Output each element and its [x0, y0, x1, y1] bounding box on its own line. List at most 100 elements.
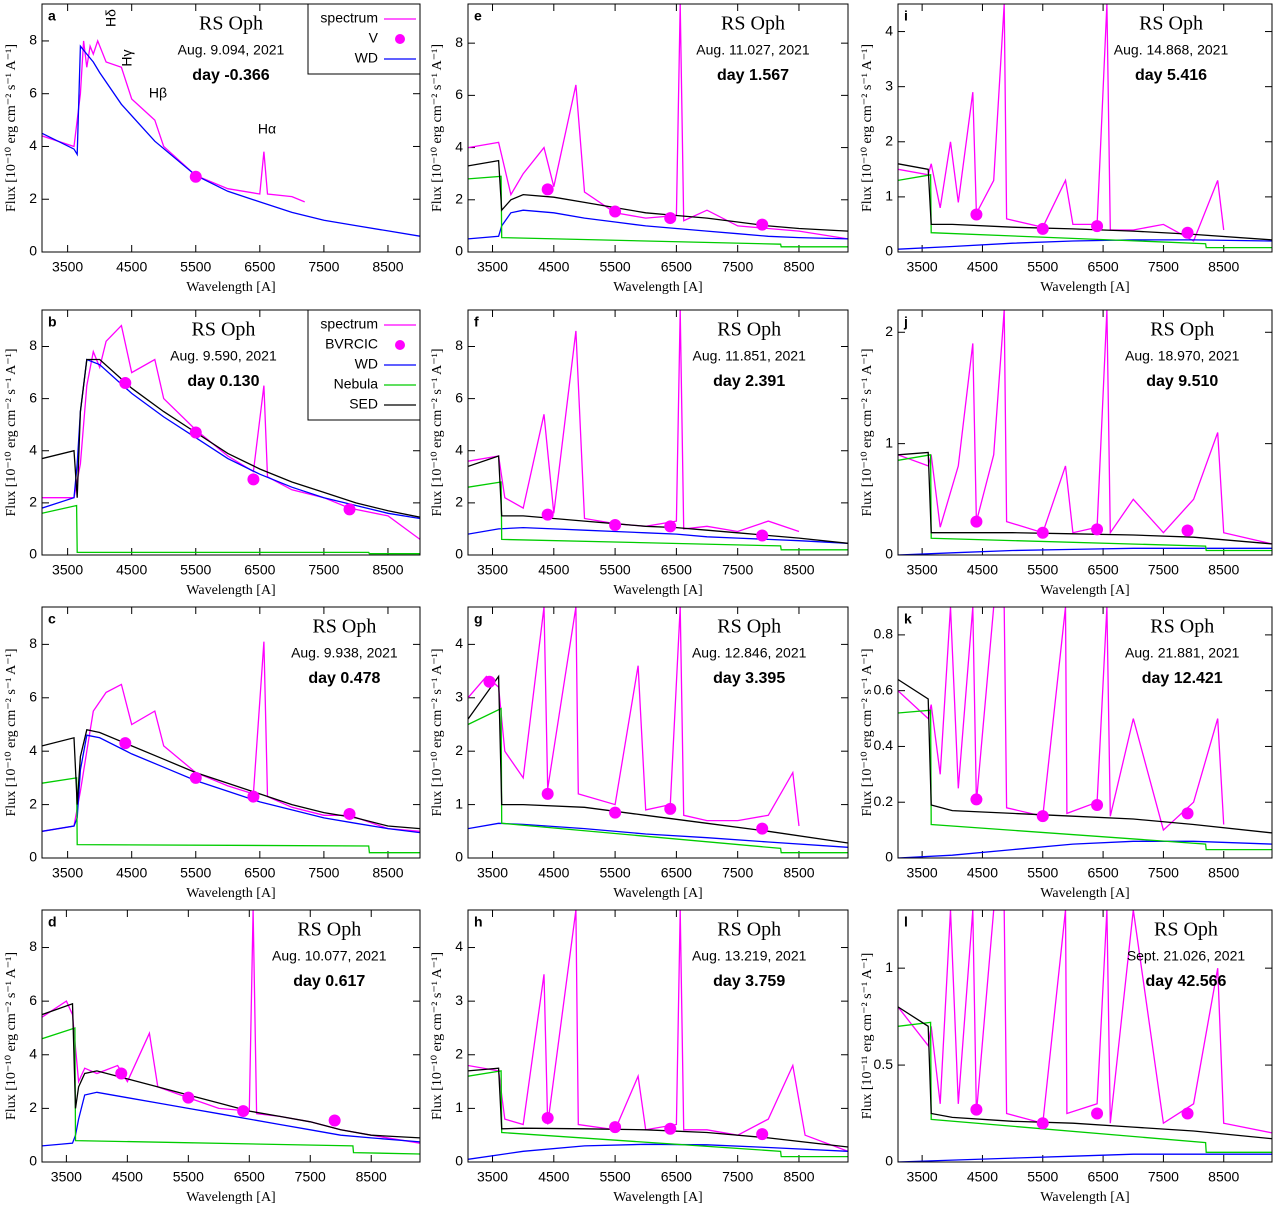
y-tick-label: 8 — [29, 337, 37, 353]
y-axis-label: Flux [10⁻¹⁰ erg cm⁻² s⁻¹ A⁻¹] — [860, 349, 875, 517]
axes-frame — [41, 309, 421, 556]
day-label: day -0.366 — [192, 67, 269, 84]
series-line — [468, 707, 848, 854]
series-line — [898, 910, 1272, 1134]
plot-area — [42, 39, 420, 237]
series-line — [898, 709, 1272, 851]
y-tick-label: 2 — [29, 190, 37, 206]
day-label: day 2.391 — [713, 373, 785, 390]
y-tick-label: 6 — [29, 688, 37, 704]
legend-label: BVRCIC — [325, 336, 378, 352]
chart-title: RS Oph — [199, 13, 263, 35]
data-point — [189, 170, 202, 183]
y-tick-label: 4 — [455, 635, 463, 651]
data-point — [1091, 799, 1104, 812]
plot-area — [898, 310, 1272, 555]
x-tick-label: 4500 — [538, 865, 569, 881]
legend-swatch — [395, 340, 405, 350]
x-axis-label: Wavelength [A] — [613, 583, 702, 598]
x-tick-label: 4500 — [116, 562, 147, 578]
data-point — [541, 787, 554, 800]
x-tick-label: 7500 — [1148, 865, 1179, 881]
y-tick-label: 2 — [29, 1099, 37, 1115]
chart-subtitle: Aug. 12.846, 2021 — [692, 645, 807, 661]
x-tick-label: 5500 — [600, 259, 631, 275]
data-point — [328, 1114, 341, 1127]
x-tick-label: 6500 — [1088, 259, 1119, 275]
x-tick-label: 6500 — [661, 259, 692, 275]
legend-label: WD — [355, 356, 378, 372]
x-tick-label: 4500 — [967, 562, 998, 578]
data-point — [541, 508, 554, 521]
day-label: day 9.510 — [1146, 373, 1218, 390]
x-tick-label: 3500 — [907, 562, 938, 578]
x-tick-label: 7500 — [308, 562, 339, 578]
panel-label: h — [474, 914, 483, 930]
y-tick-label: 2 — [455, 190, 463, 206]
data-point — [609, 806, 622, 819]
x-tick-label: 8500 — [372, 865, 403, 881]
chart-subtitle: Aug. 13.219, 2021 — [692, 948, 807, 964]
plot-area — [898, 4, 1272, 250]
y-axis-label: Flux [10⁻¹⁰ erg cm⁻² s⁻¹ A⁻¹] — [4, 44, 19, 212]
x-tick-label: 7500 — [1148, 259, 1179, 275]
data-point — [756, 529, 769, 542]
x-tick-label: 7500 — [722, 1169, 753, 1185]
data-point — [1091, 523, 1104, 536]
data-point — [1036, 222, 1049, 235]
x-axis-label: Wavelength [A] — [1040, 886, 1129, 901]
x-tick-label: 5500 — [180, 562, 211, 578]
y-tick-label: 6 — [455, 86, 463, 102]
data-point — [970, 1103, 983, 1116]
legend-label: Nebula — [334, 376, 379, 392]
x-tick-label: 7500 — [308, 259, 339, 275]
y-tick-label: 3 — [455, 992, 463, 1008]
y-tick-label: 0 — [455, 1153, 463, 1169]
y-tick-label: 2 — [455, 1045, 463, 1061]
panel: 3500 4500 5500 6500 7500 8500 0 0.5 1 l RS Oph Sept… — [860, 909, 1273, 1205]
series-line — [468, 822, 848, 848]
x-axis-label: Wavelength [A] — [186, 583, 275, 598]
axes-frame — [897, 3, 1273, 253]
line-annotation: Hδ — [103, 9, 119, 27]
y-tick-label: 2 — [29, 494, 37, 510]
x-tick-label: 8500 — [1208, 1169, 1239, 1185]
chart-subtitle: Aug. 21.881, 2021 — [1125, 645, 1240, 661]
data-point — [970, 515, 983, 528]
y-axis-label: Flux [10⁻¹¹ erg cm⁻² s⁻¹ A⁻¹] — [860, 953, 875, 1120]
x-tick-label: 4500 — [116, 259, 147, 275]
data-point — [541, 183, 554, 196]
series-line — [42, 729, 420, 830]
x-tick-label: 7500 — [722, 865, 753, 881]
series-line — [468, 310, 800, 533]
x-tick-label: 8500 — [1208, 259, 1239, 275]
x-axis-label: Wavelength [A] — [186, 280, 275, 295]
y-tick-label: 2 — [29, 795, 37, 811]
plot-area — [468, 4, 848, 248]
y-axis-label: Flux [10⁻¹⁰ erg cm⁻² s⁻¹ A⁻¹] — [4, 952, 19, 1120]
y-tick-label: 1 — [455, 795, 463, 811]
y-tick-label: 8 — [29, 938, 37, 954]
data-point — [609, 205, 622, 218]
panel: 3500 4500 5500 6500 7500 8500 0 1 2 3 4g RS Oph Aug.… — [430, 606, 849, 901]
y-tick-label: 1 — [885, 959, 893, 975]
x-tick-label: 6500 — [1088, 562, 1119, 578]
x-tick-label: 5500 — [173, 1169, 204, 1185]
y-tick-label: 0 — [455, 849, 463, 865]
x-tick-label: 5500 — [1027, 1169, 1058, 1185]
data-point — [1181, 1107, 1194, 1120]
x-tick-label: 6500 — [244, 562, 275, 578]
x-tick-label: 6500 — [1088, 1169, 1119, 1185]
panel-label: a — [48, 8, 56, 24]
x-tick-label: 3500 — [51, 1169, 82, 1185]
y-tick-label: 2 — [455, 494, 463, 510]
x-tick-label: 4500 — [967, 1169, 998, 1185]
y-tick-label: 8 — [29, 635, 37, 651]
data-point — [609, 1121, 622, 1134]
x-tick-label: 8500 — [372, 562, 403, 578]
y-tick-label: 1 — [455, 1099, 463, 1115]
axes-frame — [467, 309, 849, 556]
y-tick-label: 4 — [885, 22, 893, 38]
y-tick-label: 8 — [455, 337, 463, 353]
